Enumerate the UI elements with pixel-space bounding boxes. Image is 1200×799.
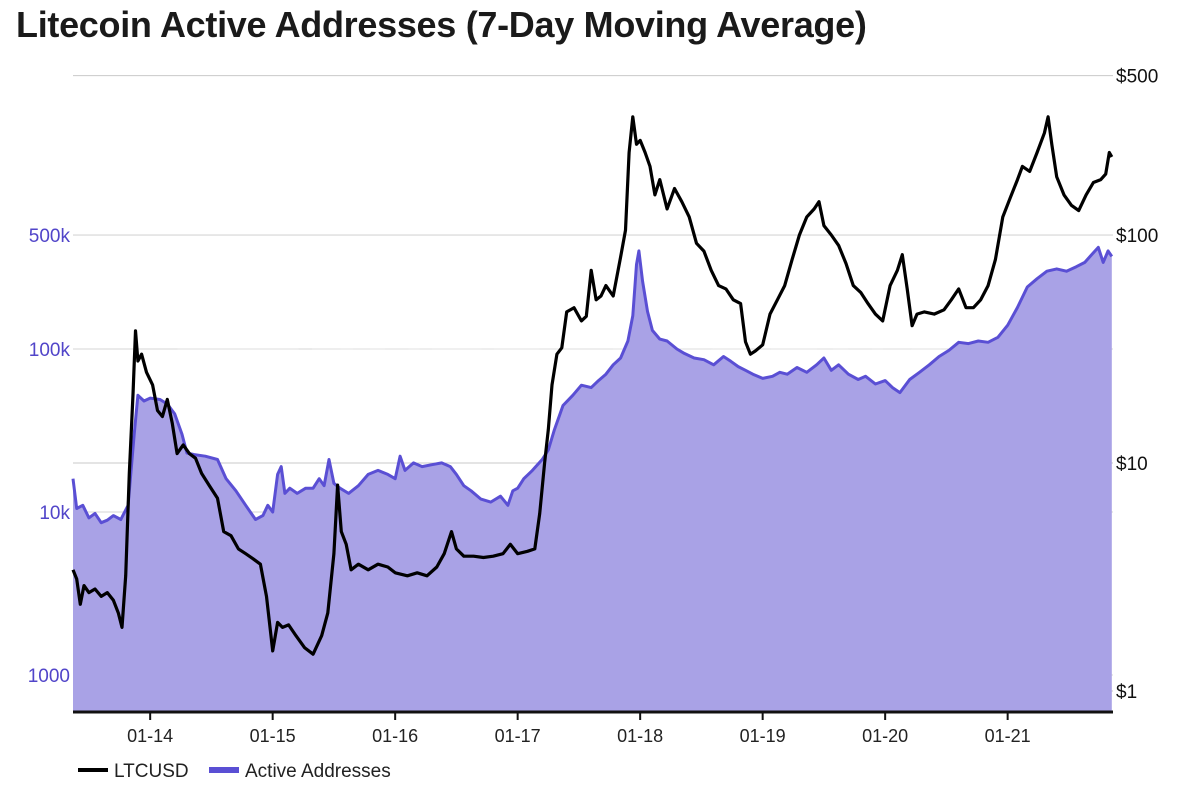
x-axis: 01-14 01-15 01-16 01-17 01-18 01-19 01-20 01-21 — [127, 712, 1031, 746]
x-tick-label: 01-19 — [740, 726, 786, 746]
right-axis: $1 $10 $100 $500 — [1116, 67, 1158, 703]
x-tick-label: 01-14 — [127, 726, 173, 746]
x-tick-label: 01-18 — [617, 726, 663, 746]
left-tick-label: 10k — [39, 503, 70, 524]
legend-ltcusd-label: LTCUSD — [114, 761, 189, 782]
x-tick-label: 01-21 — [985, 726, 1031, 746]
active-addresses-line — [71, 245, 1114, 525]
x-tick-label: 01-15 — [250, 726, 296, 746]
left-tick-label: 500k — [29, 226, 71, 247]
legend-active-addresses-swatch — [209, 767, 239, 773]
x-tick-label: 01-20 — [862, 726, 908, 746]
legend-active-addresses-label: Active Addresses — [245, 761, 391, 782]
legend: LTCUSD Active Addresses — [78, 761, 391, 782]
right-tick-label: $100 — [1116, 226, 1158, 247]
right-tick-label: $1 — [1116, 682, 1137, 703]
left-tick-label: 1000 — [28, 666, 70, 687]
ltcusd-line — [71, 115, 1114, 656]
left-axis: 1000 10k 100k 500k — [28, 226, 71, 687]
right-tick-label: $10 — [1116, 454, 1148, 475]
x-tick-label: 01-17 — [495, 726, 541, 746]
right-tick-label: $500 — [1116, 67, 1158, 88]
active-addresses-area — [73, 247, 1112, 712]
left-tick-label: 100k — [29, 340, 71, 361]
watermark-logo-icon — [172, 309, 304, 441]
chart-title: Litecoin Active Addresses (7-Day Moving … — [16, 4, 867, 45]
x-tick-label: 01-16 — [372, 726, 418, 746]
